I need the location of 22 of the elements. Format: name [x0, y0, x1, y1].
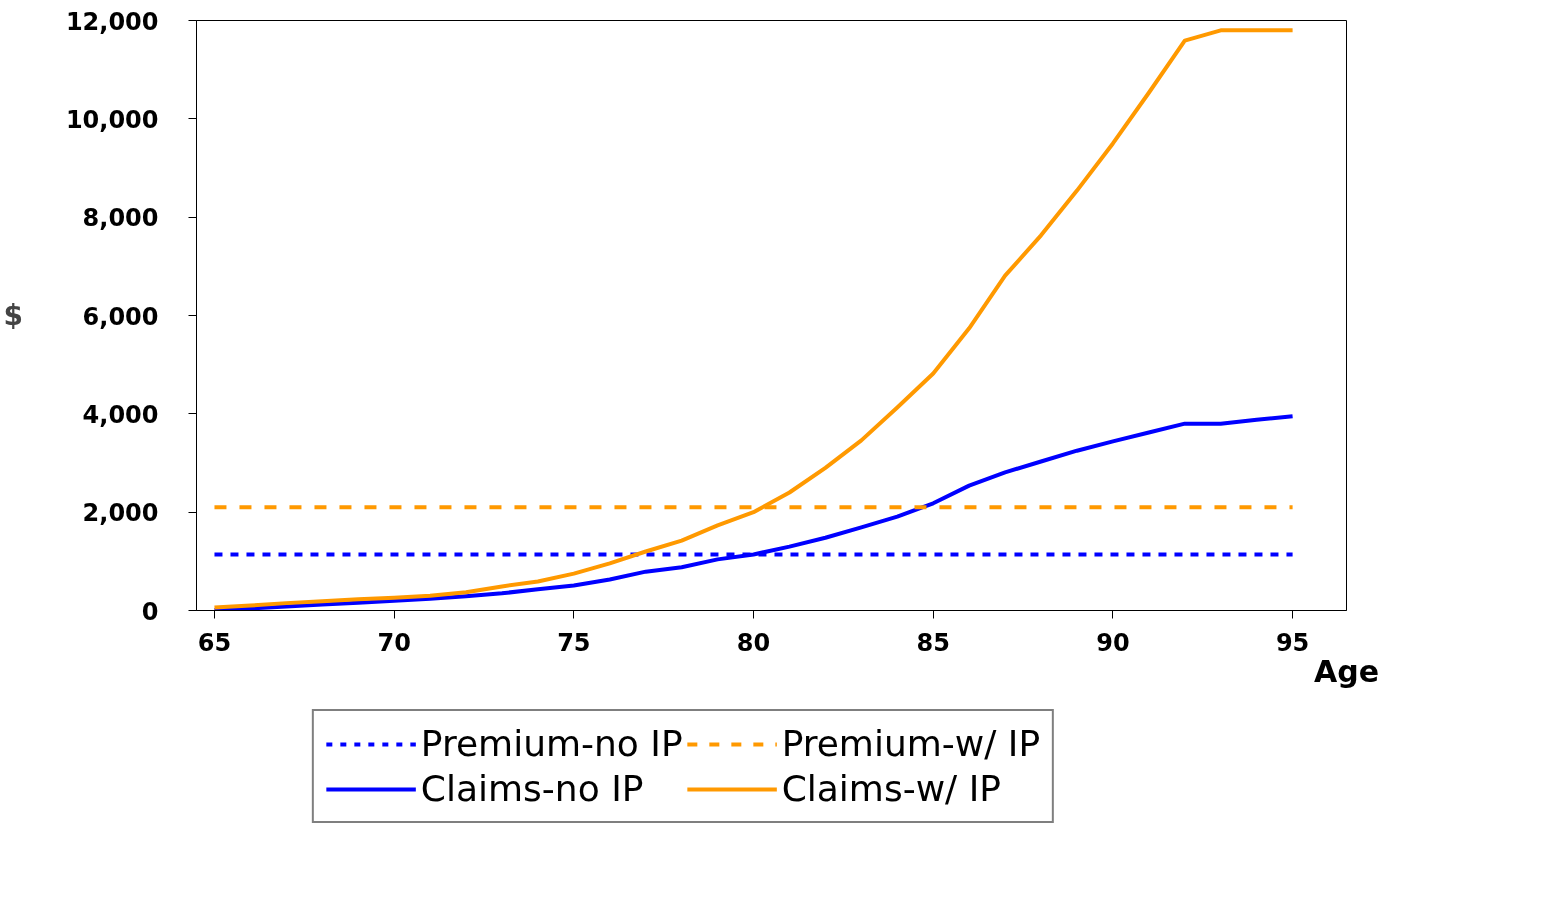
x-tick-label: 85: [916, 628, 950, 657]
x-tick-label: 90: [1096, 628, 1130, 657]
line-series: [212, 414, 1295, 611]
x-tick-label: 95: [1275, 628, 1310, 657]
legend-label: Premium-no IP: [420, 723, 683, 764]
y-tick-label: 0: [141, 597, 159, 626]
legend-label: Claims-w/ IP: [781, 768, 1001, 809]
y-tick-label: 2,000: [82, 499, 159, 528]
y-axis-title: $: [3, 299, 23, 332]
legend-label: Claims-no IP: [420, 768, 644, 809]
x-tick-label: 65: [197, 628, 232, 657]
x-tick-label: 70: [377, 628, 411, 657]
y-tick-label: 4,000: [82, 400, 159, 429]
x-tick-label: 80: [736, 628, 771, 657]
x-axis-title: Age: [1313, 653, 1380, 689]
legend-label: Premium-w/ IP: [781, 723, 1041, 764]
x-tick-label: 75: [557, 628, 591, 657]
line-series: [212, 28, 1295, 610]
y-tick-label: 8,000: [82, 204, 159, 233]
y-tick-label: 12,000: [65, 7, 159, 36]
y-tick-label: 10,000: [65, 105, 159, 134]
y-tick-label: 6,000: [82, 302, 159, 331]
